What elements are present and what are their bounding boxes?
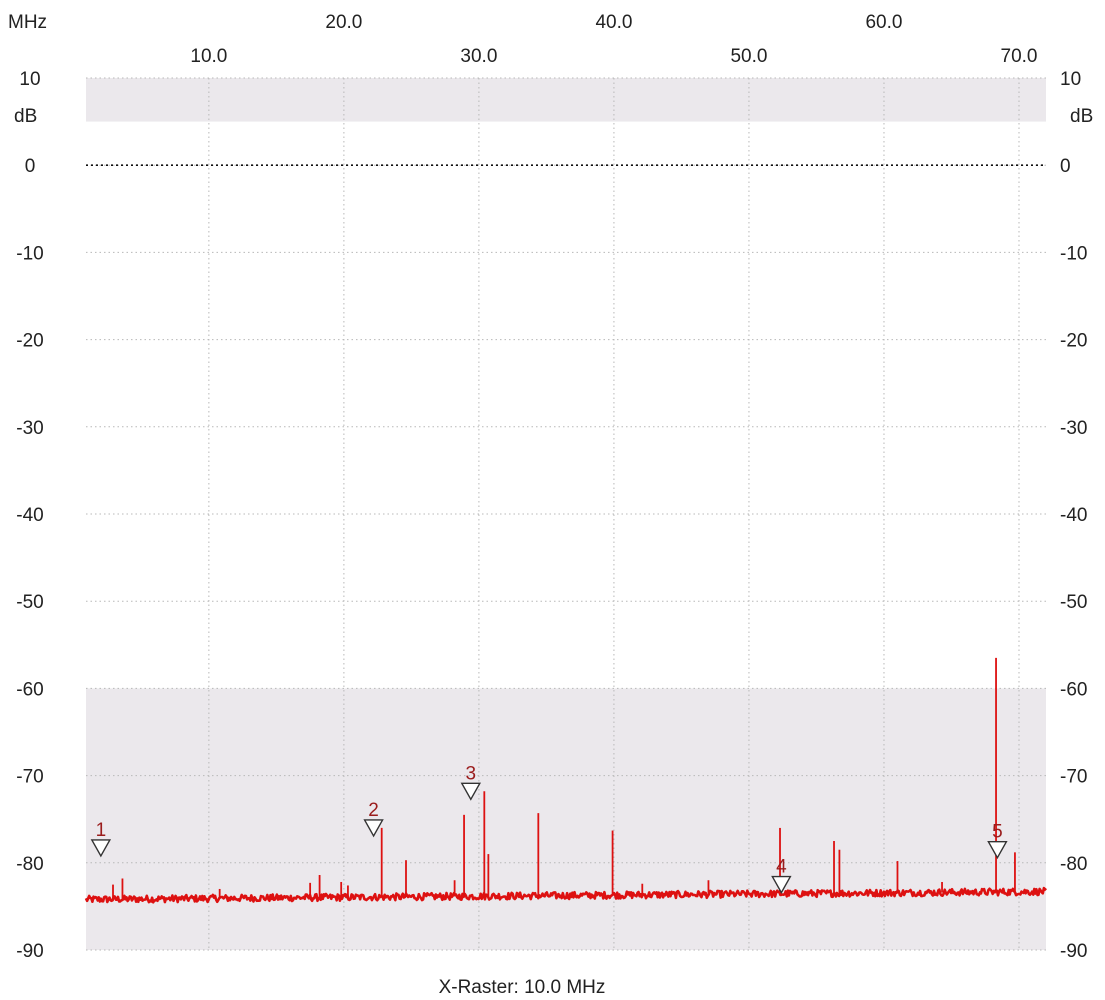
y-tick-label-left-8: -70 — [16, 767, 43, 788]
marker-triangle-4 — [771, 875, 792, 895]
y-tick-label-right-9: -80 — [1060, 854, 1087, 875]
grid-lines — [86, 77, 1046, 951]
shaded-band-1 — [86, 688, 1046, 950]
marker-triangle-3 — [460, 782, 482, 801]
y-tick-label-right-4: -30 — [1060, 418, 1087, 439]
trace-series — [84, 657, 1047, 904]
y-tick-label-left-2: -10 — [16, 243, 43, 264]
marker-triangle-1 — [90, 839, 112, 858]
x-tick-label-bottom-0: 10.0 — [190, 46, 227, 67]
y-tick-label-left-0: 10 — [19, 69, 40, 90]
y-tick-label-left-7: -60 — [16, 679, 43, 700]
y-tick-label-left-1: 0 — [25, 156, 36, 177]
y-unit-label-right: dB — [1070, 106, 1093, 127]
x-tick-label-bottom-2: 50.0 — [730, 46, 767, 67]
x-tick-label-bottom-3: 70.0 — [1001, 46, 1038, 67]
marker-triangle-2 — [363, 819, 384, 838]
axis-labels: MHz dB dB X-Raster: 10.0 MHz 10 10 0 0 -10 -1… — [8, 12, 1093, 998]
marker-label-4: 4 — [776, 857, 787, 878]
x-raster-label: X-Raster: 10.0 MHz — [439, 977, 606, 998]
x-tick-label-top-0: 20.0 — [325, 12, 362, 33]
marker-label-1: 1 — [96, 820, 107, 841]
shaded-band-0 — [86, 78, 1046, 122]
y-tick-label-right-1: 0 — [1060, 156, 1071, 177]
marker-triangle-5 — [987, 841, 1008, 860]
shaded-bands — [86, 78, 1046, 950]
noise-floor-trace — [84, 886, 1047, 904]
y-tick-label-left-10: -90 — [16, 941, 43, 962]
marker-label-2: 2 — [368, 800, 379, 821]
x-tick-label-bottom-1: 30.0 — [460, 46, 497, 67]
y-tick-label-left-5: -40 — [16, 505, 43, 526]
y-tick-label-right-8: -70 — [1060, 767, 1087, 788]
y-unit-label-left: dB — [14, 106, 37, 127]
y-tick-label-right-0: 10 — [1060, 69, 1081, 90]
y-tick-label-left-9: -80 — [16, 854, 43, 875]
y-tick-label-right-3: -20 — [1060, 331, 1087, 352]
marker-label-3: 3 — [466, 763, 477, 784]
marker-label-5: 5 — [992, 822, 1003, 843]
marker-group: 1 2 3 4 5 — [90, 763, 1008, 895]
y-tick-label-left-6: -50 — [16, 592, 43, 613]
y-tick-label-right-2: -10 — [1060, 243, 1087, 264]
x-tick-label-top-2: 60.0 — [865, 12, 902, 33]
x-unit-label: MHz — [8, 12, 47, 33]
y-tick-label-right-10: -90 — [1060, 941, 1087, 962]
x-tick-label-top-1: 40.0 — [595, 12, 632, 33]
y-tick-label-right-6: -50 — [1060, 592, 1087, 613]
y-tick-label-left-4: -30 — [16, 418, 43, 439]
y-tick-label-right-5: -40 — [1060, 505, 1087, 526]
y-tick-label-left-3: -20 — [16, 331, 43, 352]
y-tick-label-right-7: -60 — [1060, 679, 1087, 700]
